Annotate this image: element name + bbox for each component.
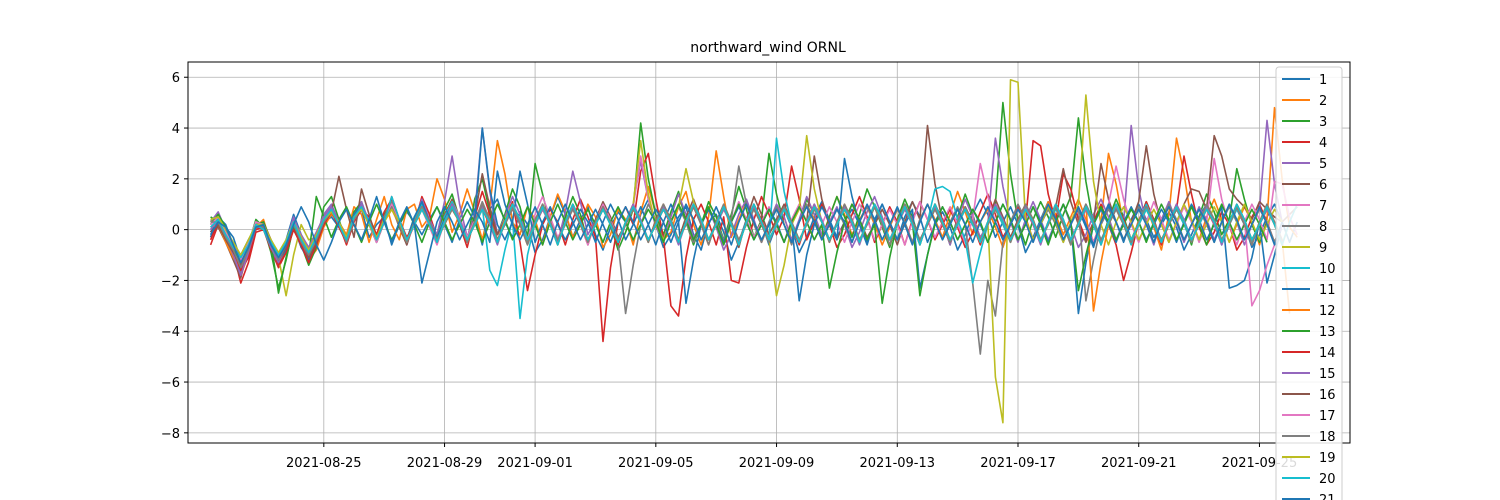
y-tick-label: 4	[172, 122, 180, 137]
legend-label: 20	[1319, 472, 1336, 487]
grid-lines	[188, 62, 1350, 443]
x-tick-label: 2021-08-25	[286, 456, 362, 471]
series-lines	[209, 79, 1298, 424]
x-tick-label: 2021-09-01	[497, 456, 573, 471]
legend-label: 3	[1319, 115, 1327, 130]
x-tick-label: 2021-08-29	[407, 456, 483, 471]
chart-title: northward_wind ORNL	[690, 40, 846, 56]
legend-label: 12	[1319, 304, 1336, 319]
y-tick-label: −8	[161, 427, 180, 442]
legend-label: 11	[1319, 283, 1336, 298]
y-tick-label: −6	[161, 376, 180, 391]
y-tick-label: 6	[172, 71, 180, 86]
series-line-20	[210, 195, 1298, 259]
legend-label: 1	[1319, 73, 1327, 88]
legend-label: 17	[1319, 409, 1336, 424]
legend-label: 16	[1319, 388, 1336, 403]
x-tick-label: 2021-09-21	[1101, 456, 1177, 471]
x-tick-label: 2021-09-13	[859, 456, 935, 471]
y-axis: 6 4 2 0 −2 −4 −6 −8	[161, 71, 188, 442]
y-tick-label: 2	[172, 173, 180, 188]
legend-label: 13	[1319, 325, 1336, 340]
legend-label: 4	[1319, 136, 1327, 151]
legend-label: 18	[1319, 430, 1336, 445]
legend-label: 9	[1319, 241, 1327, 256]
x-axis: 2021-08-25 2021-08-29 2021-09-01 2021-09-05…	[286, 443, 1297, 471]
y-tick-label: 0	[172, 224, 180, 239]
legend-label: 15	[1319, 367, 1336, 382]
legend-label: 6	[1319, 178, 1327, 193]
legend-label: 19	[1319, 451, 1336, 466]
x-tick-label: 2021-09-05	[618, 456, 694, 471]
legend: 123456789101112131415161718192021	[1275, 66, 1343, 500]
series-line-21	[209, 170, 1283, 284]
legend-label: 14	[1319, 346, 1336, 361]
legend-label: 8	[1319, 220, 1327, 235]
legend-box	[1275, 66, 1343, 500]
x-tick-label: 2021-09-09	[739, 456, 815, 471]
x-tick-label: 2021-09-17	[980, 456, 1056, 471]
plot-frame	[187, 61, 1351, 444]
legend-label: 10	[1319, 262, 1336, 277]
legend-label: 21	[1319, 493, 1336, 500]
y-tick-label: −4	[161, 325, 180, 340]
y-tick-label: −2	[161, 274, 180, 289]
legend-label: 7	[1319, 199, 1327, 214]
legend-label: 2	[1319, 94, 1327, 109]
legend-label: 5	[1319, 157, 1327, 172]
